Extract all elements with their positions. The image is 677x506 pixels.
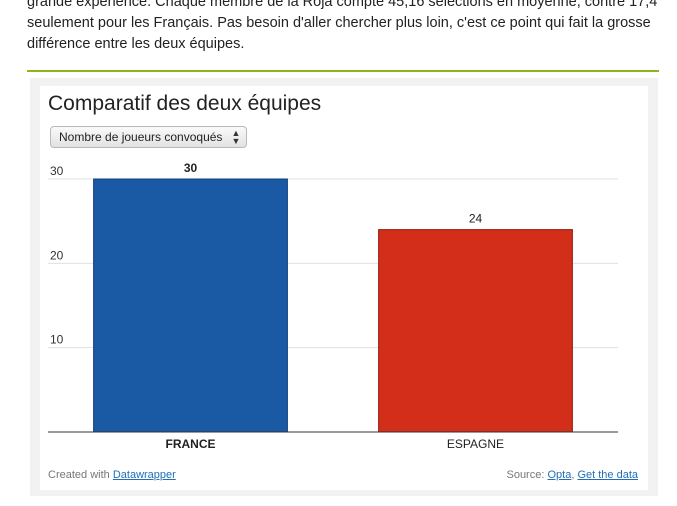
section-divider	[27, 70, 659, 72]
y-tick-label: 10	[50, 333, 64, 347]
x-tick-label: ESPAGNE	[447, 437, 504, 451]
data-label: 30	[184, 161, 198, 175]
source-separator: ,	[571, 469, 575, 481]
credit-prefix: Created with	[48, 469, 110, 481]
chart-widget: Comparatif des deux équipes Nombre de jo…	[30, 78, 658, 496]
y-tick-label: 20	[50, 248, 64, 262]
article-text: grande expérience. Chaque membre de la R…	[27, 0, 667, 55]
article-line: différence entre les deux équipes.	[27, 36, 245, 52]
get-data-link[interactable]: Get the data	[577, 469, 638, 481]
bar-espagne	[378, 229, 573, 433]
up-down-arrows-icon: ▲ ▼	[231, 128, 241, 146]
source-prefix: Source:	[506, 469, 545, 481]
opta-link[interactable]: Opta	[547, 469, 572, 481]
bar-chart: 30 20 10 30 FRANCE 24 ESPAGNE	[48, 161, 618, 451]
x-tick-label: FRANCE	[166, 437, 216, 451]
source: Source: Opta, Get the data	[506, 469, 638, 481]
article-line: grande expérience. Chaque membre de la R…	[27, 0, 658, 10]
chart-panel: Comparatif des deux équipes Nombre de jo…	[40, 86, 648, 490]
article-line: seulement pour les Français. Pas besoin …	[27, 15, 651, 31]
chart-title: Comparatif des deux équipes	[48, 92, 322, 115]
bar-france	[93, 178, 288, 433]
metric-select-label: Nombre de joueurs convoqués	[59, 130, 223, 144]
y-tick-label: 30	[50, 164, 64, 178]
metric-select[interactable]: Nombre de joueurs convoqués ▲ ▼	[50, 126, 248, 148]
datawrapper-link[interactable]: Datawrapper	[112, 469, 176, 481]
data-label: 24	[469, 212, 483, 226]
credit: Created with Datawrapper	[48, 469, 176, 481]
